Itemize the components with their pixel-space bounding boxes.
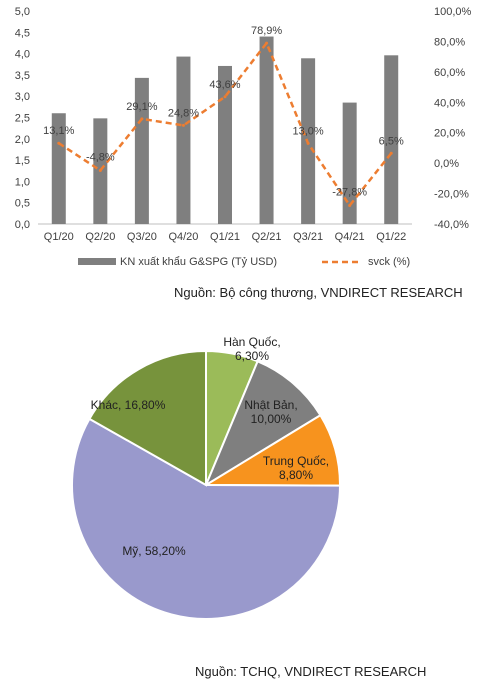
- x-tick-label: Q1/21: [210, 231, 240, 243]
- bar-Q3/20: [134, 77, 149, 225]
- y-right-tick-label: -40,0%: [434, 219, 469, 231]
- y-right-tick-label: 40,0%: [434, 97, 465, 109]
- y-left-tick-label: 2,5: [15, 113, 30, 125]
- pie-slice-4: [88, 349, 207, 487]
- bar-Q4/21: [342, 102, 357, 224]
- x-tick-label: Q2/21: [252, 231, 282, 243]
- bar-Q1/22: [384, 55, 399, 224]
- y-left-tick-label: 0,0: [15, 219, 30, 231]
- y-left-tick-label: 1,5: [15, 155, 30, 167]
- legend-bar-label: KN xuất khẩu G&SPG (Tỷ USD): [120, 256, 277, 268]
- pie-label: Mỹ, 58,20%: [122, 544, 186, 558]
- growth-data-label: -4,8%: [86, 151, 115, 163]
- y-right-tick-label: 0,0%: [434, 158, 459, 170]
- x-tick-label: Q3/21: [293, 231, 323, 243]
- growth-data-label: 13,1%: [43, 125, 74, 137]
- growth-point-Q1/20: [57, 141, 61, 145]
- y-right-tick-label: 80,0%: [434, 36, 465, 48]
- bar-Q1/21: [218, 65, 232, 224]
- pie-label: Trung Quốc,: [263, 454, 329, 468]
- y-left-tick-label: 1,0: [15, 176, 30, 188]
- x-tick-label: Q3/20: [127, 231, 157, 243]
- x-tick-label: Q1/20: [44, 231, 74, 243]
- pie-label: Nhật Bản,: [244, 398, 297, 412]
- export-chart: 0,0 0,5 1,0 1,5 2,0 2,5 3,0 3,5 4,0 4,5 5,0 -40,0% -…: [15, 6, 472, 268]
- y-left-tick-label: 3,0: [15, 91, 30, 103]
- growth-data-label: 24,8%: [168, 107, 199, 119]
- y-left-tick-label: 4,5: [15, 27, 30, 39]
- pie-value-label: 10,00%: [251, 412, 292, 426]
- legend-bar-swatch: [78, 258, 116, 265]
- growth-point-Q1/21: [223, 95, 227, 99]
- growth-data-label: -27,8%: [332, 186, 367, 198]
- pie-label: Hàn Quốc,: [223, 335, 280, 349]
- bar-Q2/21: [259, 36, 274, 225]
- pie-value-label: 8,80%: [279, 468, 313, 482]
- pie-value-label: 6,30%: [235, 349, 269, 363]
- bar-Q1/20: [51, 113, 66, 224]
- market-pie-chart: Hàn Quốc,6,30% Nhật Bản,10,00% Trung Quốc,…: [71, 335, 342, 620]
- growth-point-Q2/20: [98, 168, 102, 172]
- legend-line-label: svck (%): [368, 256, 410, 268]
- y-left-tick-label: 2,0: [15, 134, 30, 146]
- x-tick-label: Q1/22: [376, 231, 406, 243]
- growth-data-label: 43,6%: [209, 79, 240, 91]
- x-tick-label: Q2/20: [85, 231, 115, 243]
- y-right-tick-label: 60,0%: [434, 67, 465, 79]
- y-right-tick-label: 100,0%: [434, 6, 472, 18]
- x-tick-label: Q4/20: [168, 231, 198, 243]
- y-left-tick-label: 5,0: [15, 6, 30, 18]
- growth-point-Q2/21: [265, 41, 269, 45]
- growth-point-Q4/20: [181, 123, 185, 127]
- y-right-tick-label: 20,0%: [434, 128, 465, 140]
- growth-data-label: 13,0%: [293, 125, 324, 137]
- y-left-tick-label: 3,5: [15, 70, 30, 82]
- growth-point-Q4/21: [348, 203, 352, 207]
- y-left-tick-label: 4,0: [15, 49, 30, 61]
- source-note-1: Nguồn: Bộ công thương, VNDIRECT RESEARCH: [174, 285, 463, 300]
- growth-point-Q1/22: [389, 151, 393, 155]
- growth-data-label: 78,9%: [251, 25, 282, 37]
- x-tick-label: Q4/21: [335, 231, 365, 243]
- source-note-2: Nguồn: TCHQ, VNDIRECT RESEARCH: [195, 664, 427, 679]
- growth-line: [58, 40, 393, 208]
- pie-label: Khác, 16,80%: [91, 398, 166, 412]
- bar-Q4/20: [176, 56, 191, 224]
- growth-data-label: 29,1%: [126, 101, 157, 113]
- pie-slice-1: [203, 360, 322, 488]
- growth-data-label: 6,5%: [379, 135, 404, 147]
- growth-point-Q3/21: [306, 141, 310, 145]
- pie-slice-3: [71, 417, 342, 620]
- growth-point-Q3/20: [140, 117, 144, 121]
- y-right-tick-label: -20,0%: [434, 189, 469, 201]
- y-left-tick-label: 0,5: [15, 198, 30, 210]
